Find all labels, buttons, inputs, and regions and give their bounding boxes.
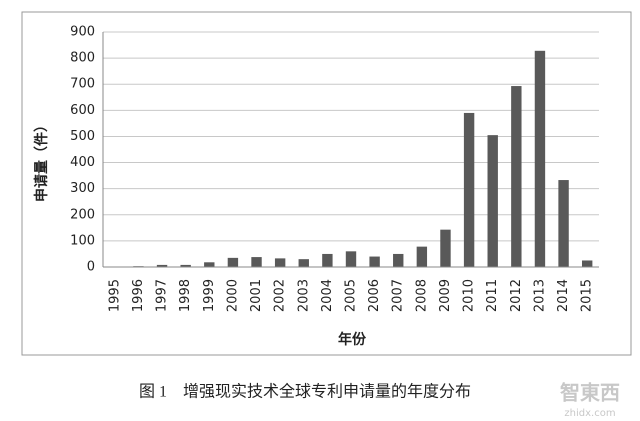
bar bbox=[487, 135, 498, 267]
y-tick-label: 100 bbox=[70, 233, 95, 248]
chart-frame bbox=[21, 11, 632, 356]
y-tick-label: 700 bbox=[70, 77, 95, 92]
bar bbox=[463, 112, 475, 267]
x-tick-label: 2000 bbox=[225, 279, 240, 312]
watermark: 智東西 bbox=[560, 381, 620, 405]
bar bbox=[322, 253, 333, 267]
bar bbox=[558, 180, 569, 267]
bar bbox=[393, 253, 404, 267]
bar bbox=[180, 264, 191, 267]
x-tick-label: 2013 bbox=[532, 279, 547, 312]
y-tick-label: 300 bbox=[70, 181, 95, 196]
x-tick-label: 2012 bbox=[509, 279, 524, 312]
x-tick-label: 2007 bbox=[391, 279, 406, 312]
x-tick-label: 1996 bbox=[131, 279, 146, 312]
caption: 图 1 增强现实技术全球专利申请量的年度分布 bbox=[139, 383, 471, 401]
bar bbox=[345, 251, 357, 267]
x-tick-label: 1995 bbox=[107, 279, 122, 312]
bar bbox=[369, 256, 380, 267]
x-axis-label: 年份 bbox=[338, 331, 367, 348]
y-tick-label: 200 bbox=[70, 207, 95, 222]
x-tick-label: 2015 bbox=[580, 279, 595, 312]
x-tick-label: 2001 bbox=[249, 279, 264, 312]
bar bbox=[204, 262, 215, 267]
x-tick-label: 2014 bbox=[556, 279, 571, 312]
y-tick-label: 0 bbox=[87, 260, 95, 275]
bar bbox=[534, 50, 546, 267]
watermark-url: zhidx.com bbox=[564, 408, 615, 419]
y-axis-label: 申请量（件） bbox=[33, 118, 50, 202]
bar bbox=[251, 257, 262, 267]
bar bbox=[581, 260, 593, 267]
y-tick-label: 500 bbox=[70, 129, 95, 144]
x-tick-label: 1998 bbox=[178, 279, 193, 312]
y-tick-label: 400 bbox=[70, 155, 95, 170]
y-tick-label: 900 bbox=[70, 25, 95, 40]
bar bbox=[156, 264, 168, 267]
x-tick-label: 2008 bbox=[414, 279, 429, 312]
x-tick-label: 2006 bbox=[367, 279, 382, 312]
x-tick-label: 2011 bbox=[485, 279, 500, 312]
x-tick-label: 1997 bbox=[155, 279, 170, 312]
x-tick-label: 2004 bbox=[320, 279, 335, 312]
bar bbox=[416, 246, 428, 267]
y-tick-label: 800 bbox=[70, 51, 95, 66]
x-tick-label: 1999 bbox=[202, 279, 217, 312]
y-tick-label: 600 bbox=[70, 103, 95, 118]
bar bbox=[511, 86, 522, 267]
x-tick-label: 2003 bbox=[296, 279, 311, 312]
x-tick-label: 2002 bbox=[273, 279, 288, 312]
bar bbox=[274, 258, 286, 267]
bar bbox=[227, 257, 239, 267]
x-tick-label: 2009 bbox=[438, 279, 453, 312]
bar bbox=[298, 259, 309, 267]
bar bbox=[440, 229, 451, 267]
x-tick-label: 2010 bbox=[462, 279, 477, 312]
x-tick-label: 2005 bbox=[344, 279, 359, 312]
